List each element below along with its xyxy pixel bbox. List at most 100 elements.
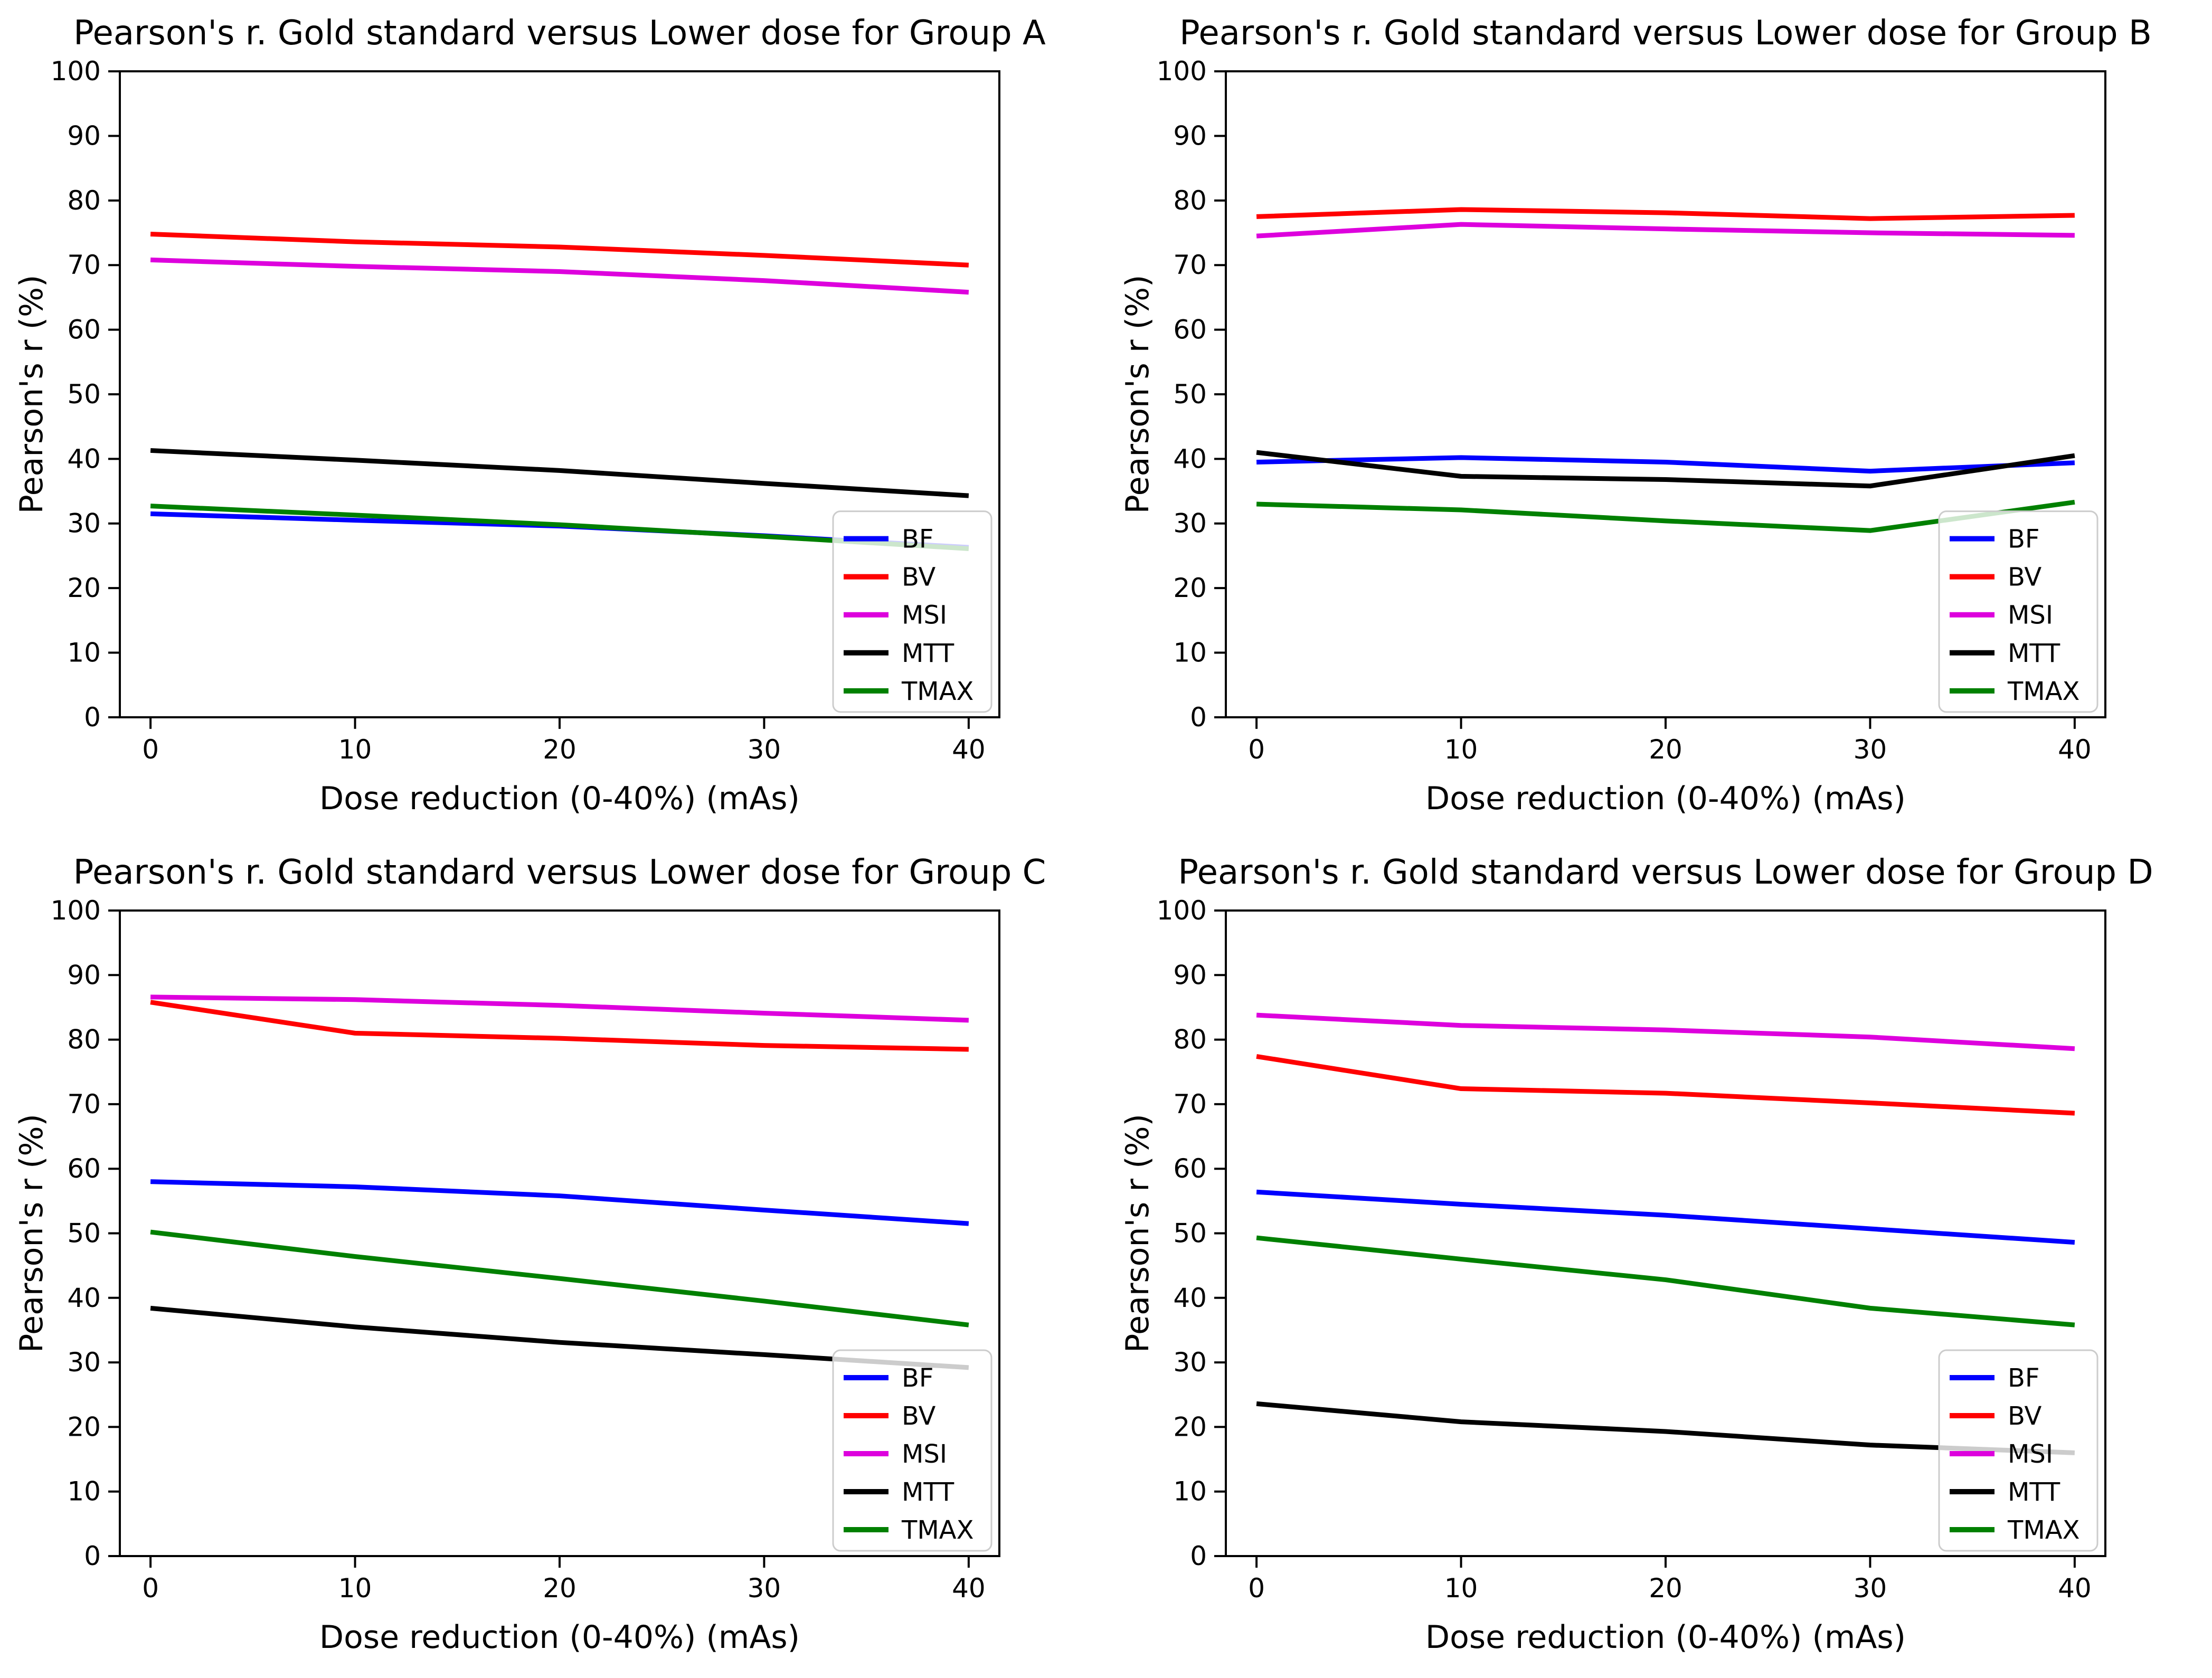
chart-cell-group-c: Pearson's r. Gold standard versus Lower … (0, 839, 1106, 1678)
y-tick-label: 60 (1173, 1153, 1207, 1184)
chart-group-b: Pearson's r. Gold standard versus Lower … (1119, 14, 2152, 817)
y-tick-label: 30 (67, 1347, 101, 1378)
x-tick-label: 40 (2058, 734, 2092, 765)
x-tick-label: 30 (1854, 734, 1887, 765)
x-tick-label: 40 (952, 734, 986, 765)
chart-cell-group-a: Pearson's r. Gold standard versus Lower … (0, 0, 1106, 839)
series-line-bf (1256, 455, 2075, 474)
y-tick-label: 90 (1173, 960, 1207, 990)
chart-title: Pearson's r. Gold standard versus Lower … (1178, 853, 2153, 892)
legend-label-bv: BV (902, 563, 935, 592)
y-axis-label: Pearson's r (%) (13, 275, 50, 514)
legend-label-tmax: TMAX (2007, 677, 2079, 706)
chart-title: Pearson's r. Gold standard versus Lower … (73, 14, 1046, 53)
legend-box (1938, 510, 2098, 713)
legend-label-bv: BV (2008, 1401, 2041, 1431)
y-tick-label: 30 (67, 508, 101, 539)
y-tick-label: 70 (1173, 250, 1207, 280)
series-line-bv (150, 231, 969, 268)
legend: BF BV MSI MTT TMAX (832, 510, 992, 713)
y-tick-label: 50 (67, 1218, 101, 1249)
x-tick-label: 0 (142, 734, 159, 765)
y-tick-label: 60 (67, 1153, 101, 1184)
series-line-tmax (1256, 1235, 2075, 1328)
series-line-msi (150, 257, 969, 295)
y-tick-label: 10 (1173, 1476, 1207, 1507)
y-tick-label: 50 (67, 379, 101, 410)
y-tick-label: 0 (84, 1541, 101, 1571)
legend-label-msi: MSI (902, 601, 947, 630)
x-tick-label: 10 (1444, 1573, 1478, 1604)
y-tick-label: 80 (1173, 1025, 1207, 1055)
legend-label-mtt: MTT (902, 639, 954, 668)
legend-label-mtt: MTT (2008, 1477, 2060, 1507)
x-tick-label: 0 (142, 1573, 159, 1604)
y-tick-label: 100 (51, 895, 101, 926)
x-tick-label: 30 (748, 734, 781, 765)
y-tick-label: 70 (67, 1089, 101, 1120)
series-line-msi (1256, 1012, 2075, 1051)
legend-label-msi: MSI (2008, 1439, 2053, 1469)
legend-label-bf: BF (2008, 525, 2040, 554)
x-tick-label: 40 (2058, 1573, 2092, 1604)
x-tick-label: 20 (543, 734, 576, 765)
legend-box (1938, 1349, 2098, 1552)
legend: BF BV MSI MTT TMAX (832, 1349, 992, 1552)
x-axis-label: Dose reduction (0-40%) (mAs) (319, 780, 800, 817)
y-tick-label: 30 (1173, 508, 1207, 539)
x-tick-label: 40 (952, 1573, 986, 1604)
y-tick-label: 40 (1173, 443, 1207, 474)
chart-title: Pearson's r. Gold standard versus Lower … (73, 853, 1046, 892)
series-line-bf (150, 1179, 969, 1226)
y-tick-label: 100 (1157, 895, 1207, 926)
y-tick-label: 20 (67, 573, 101, 603)
x-tick-label: 20 (1649, 734, 1682, 765)
legend-label-bf: BF (902, 1363, 934, 1393)
x-tick-label: 0 (1248, 734, 1265, 765)
series-line-bv (150, 1000, 969, 1052)
legend-label-bf: BF (902, 525, 934, 554)
y-tick-label: 60 (67, 315, 101, 345)
chart-group-c: Pearson's r. Gold standard versus Lower … (13, 853, 1046, 1656)
series-line-msi (150, 994, 969, 1023)
legend-label-tmax: TMAX (901, 677, 973, 706)
y-tick-label: 100 (1157, 56, 1207, 87)
series-line-bf (1256, 1189, 2075, 1245)
y-tick-label: 10 (1173, 637, 1207, 668)
legend-label-tmax: TMAX (2007, 1515, 2079, 1545)
y-tick-label: 80 (1173, 185, 1207, 216)
x-tick-label: 30 (1854, 1573, 1887, 1604)
chart-cell-group-b: Pearson's r. Gold standard versus Lower … (1106, 0, 2212, 839)
legend-label-msi: MSI (2008, 601, 2053, 630)
y-tick-label: 20 (1173, 1411, 1207, 1442)
y-axis-label: Pearson's r (%) (1119, 1114, 1156, 1353)
y-tick-label: 10 (67, 1476, 101, 1507)
chart-group-d: Pearson's r. Gold standard versus Lower … (1119, 853, 2153, 1656)
y-tick-label: 90 (67, 960, 101, 990)
x-axis-label: Dose reduction (0-40%) (mAs) (1425, 780, 1906, 817)
y-tick-label: 70 (67, 250, 101, 280)
legend: BF BV MSI MTT TMAX (1938, 510, 2098, 713)
y-tick-label: 80 (67, 1025, 101, 1055)
y-tick-label: 40 (1173, 1283, 1207, 1313)
y-tick-label: 40 (67, 443, 101, 474)
series-line-mtt (150, 448, 969, 498)
y-axis-label: Pearson's r (%) (13, 1114, 50, 1353)
y-tick-label: 90 (67, 120, 101, 151)
series-line-tmax (150, 1229, 969, 1328)
series-line-bv (1256, 207, 2075, 221)
legend-label-mtt: MTT (902, 1477, 954, 1507)
x-tick-label: 10 (1444, 734, 1478, 765)
y-tick-label: 70 (1173, 1089, 1207, 1120)
x-tick-label: 0 (1248, 1573, 1265, 1604)
y-tick-label: 50 (1173, 1218, 1207, 1249)
y-tick-label: 20 (67, 1411, 101, 1442)
legend-box (832, 510, 992, 713)
y-tick-label: 60 (1173, 315, 1207, 345)
y-tick-label: 10 (67, 637, 101, 668)
y-tick-label: 0 (84, 702, 101, 733)
y-tick-label: 30 (1173, 1347, 1207, 1378)
series-line-bv (1256, 1054, 2075, 1116)
y-axis-label: Pearson's r (%) (1119, 275, 1156, 514)
